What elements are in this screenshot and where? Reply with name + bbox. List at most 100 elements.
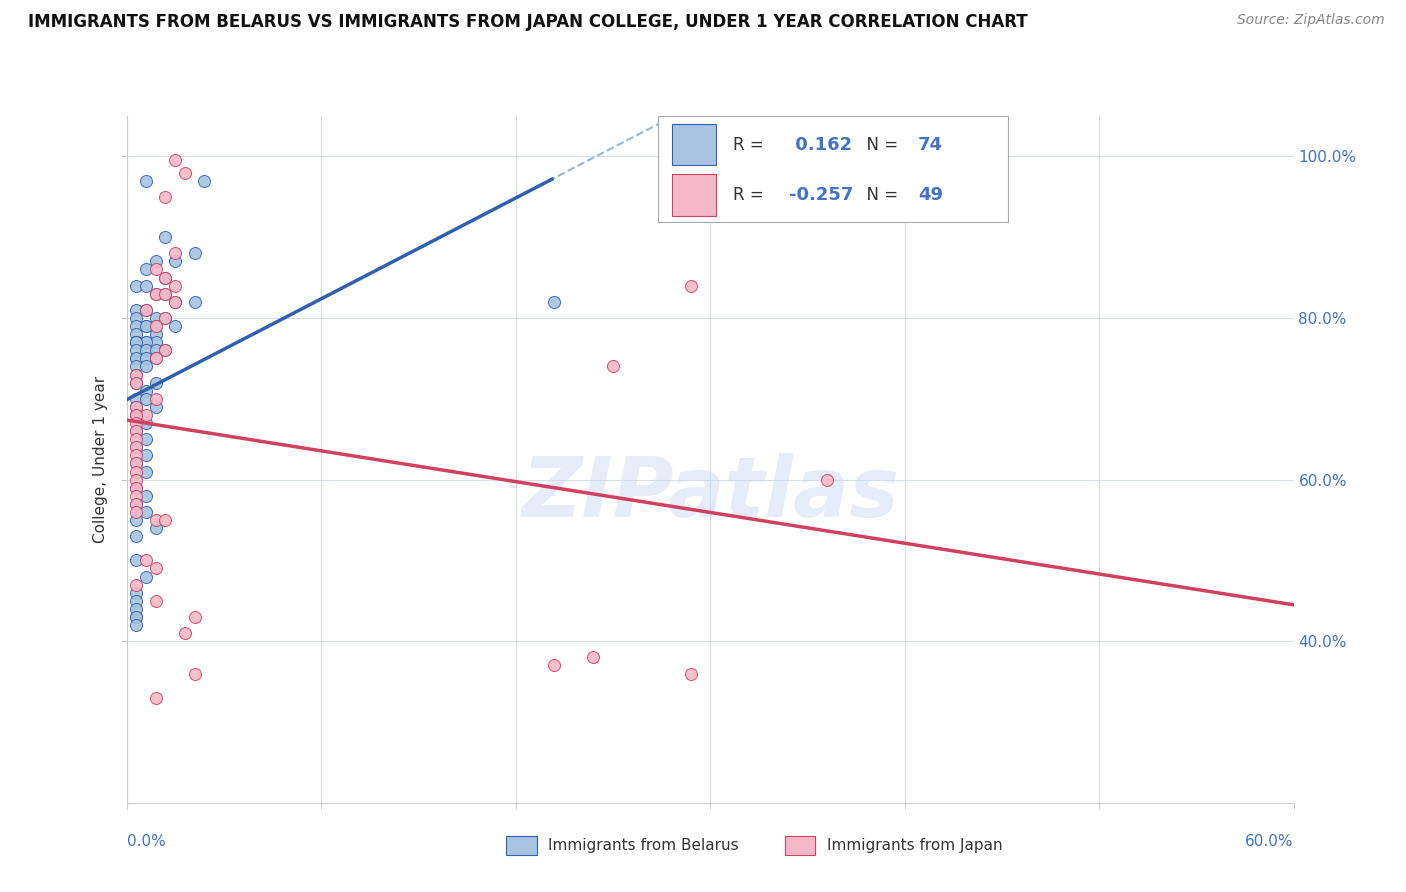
Point (183, 294, 205, 309)
Text: ZIPatlas: ZIPatlas (522, 453, 898, 534)
Point (165, 294, 187, 309)
Point (135, 416, 157, 430)
Text: Immigrants from Japan: Immigrants from Japan (827, 838, 1002, 853)
Text: N =: N = (856, 136, 903, 153)
Point (125, 392, 148, 406)
Point (125, 408, 148, 422)
Point (155, 190, 177, 204)
Point (125, 310, 148, 325)
Point (125, 327, 148, 342)
Point (125, 481, 148, 495)
Text: 0.0%: 0.0% (127, 834, 166, 849)
Point (165, 254, 187, 268)
Point (145, 286, 167, 301)
Point (125, 465, 148, 479)
Point (125, 473, 148, 487)
Point (145, 262, 167, 277)
Point (125, 351, 148, 366)
Point (125, 610, 148, 624)
FancyBboxPatch shape (672, 124, 716, 165)
Point (145, 513, 167, 527)
Text: R =: R = (734, 136, 769, 153)
Point (125, 359, 148, 374)
Point (125, 457, 148, 471)
Point (125, 610, 148, 624)
Point (135, 319, 157, 334)
Point (145, 400, 167, 414)
Point (135, 392, 157, 406)
Point (125, 335, 148, 350)
Text: Immigrants from Belarus: Immigrants from Belarus (548, 838, 740, 853)
Point (165, 294, 187, 309)
Point (125, 368, 148, 382)
Point (135, 465, 157, 479)
Point (145, 351, 167, 366)
Point (145, 594, 167, 608)
Point (155, 343, 177, 358)
Point (125, 481, 148, 495)
Point (815, 473, 838, 487)
Text: -0.257: -0.257 (789, 186, 853, 204)
Point (543, 294, 565, 309)
FancyBboxPatch shape (658, 116, 1008, 222)
Point (543, 658, 565, 673)
Text: R =: R = (734, 186, 769, 204)
Point (145, 310, 167, 325)
Point (125, 497, 148, 511)
Point (135, 505, 157, 519)
Point (145, 690, 167, 705)
Point (125, 489, 148, 503)
Point (125, 302, 148, 317)
Point (145, 376, 167, 390)
Point (135, 262, 157, 277)
Point (145, 254, 167, 268)
Point (135, 408, 157, 422)
Point (135, 448, 157, 462)
Point (193, 173, 215, 187)
Point (135, 359, 157, 374)
Point (155, 270, 177, 285)
Text: N =: N = (856, 186, 903, 204)
Point (155, 286, 177, 301)
Point (125, 376, 148, 390)
Point (165, 319, 187, 334)
Point (125, 400, 148, 414)
Point (135, 278, 157, 293)
Y-axis label: College, Under 1 year: College, Under 1 year (93, 376, 108, 543)
Point (183, 246, 205, 260)
Point (125, 424, 148, 438)
Point (125, 448, 148, 462)
Point (135, 335, 157, 350)
Point (582, 650, 605, 665)
Point (155, 310, 177, 325)
Point (125, 424, 148, 438)
Point (135, 384, 157, 398)
Point (174, 165, 197, 179)
Point (155, 513, 177, 527)
Point (125, 335, 148, 350)
Point (125, 343, 148, 358)
Point (125, 594, 148, 608)
Point (125, 577, 148, 591)
Point (145, 319, 167, 334)
FancyBboxPatch shape (672, 174, 716, 216)
Point (125, 368, 148, 382)
Point (125, 376, 148, 390)
Point (135, 302, 157, 317)
Point (135, 335, 157, 350)
Point (125, 553, 148, 567)
Point (125, 319, 148, 334)
Point (145, 521, 167, 535)
Point (125, 440, 148, 454)
Point (145, 561, 167, 575)
Text: 49: 49 (918, 186, 943, 204)
Point (165, 278, 187, 293)
Point (135, 302, 157, 317)
Point (125, 602, 148, 616)
Point (145, 327, 167, 342)
Point (125, 335, 148, 350)
Point (125, 618, 148, 632)
Point (165, 246, 187, 260)
Point (135, 319, 157, 334)
Point (125, 585, 148, 599)
